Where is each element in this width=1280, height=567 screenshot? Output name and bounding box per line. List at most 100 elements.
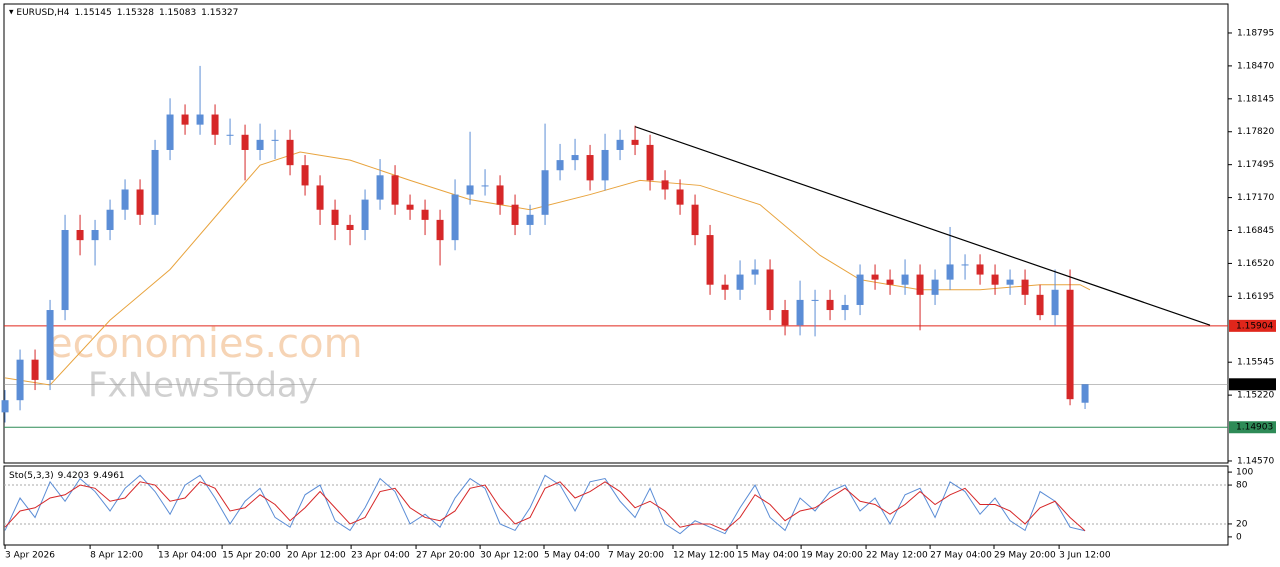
x-tick-label: 7 May 20:00: [608, 551, 664, 561]
candle-body: [496, 185, 504, 205]
x-tick-label: 13 Apr 04:00: [158, 551, 217, 561]
y-tick-label: 1.15220: [1237, 391, 1274, 401]
last-price-label: 1.15327: [1236, 380, 1273, 390]
candle-body: [181, 114, 189, 125]
y-tick-label: 1.18470: [1237, 61, 1274, 71]
header-value: EURUSD,H4: [16, 8, 69, 18]
candle-body: [601, 149, 609, 181]
candle-body: [301, 165, 309, 186]
candle-body: [736, 274, 744, 290]
candle-body: [631, 139, 639, 145]
candle-body: [331, 209, 339, 225]
x-tick-label: 22 May 12:00: [866, 551, 928, 561]
candle-body: [271, 139, 279, 141]
x-tick-label: 3 Jun 12:00: [1059, 551, 1111, 561]
candle-body: [781, 310, 789, 326]
candle-body: [61, 230, 69, 311]
stoch-header-value: 9.4203: [58, 471, 90, 481]
x-tick-label: 15 May 04:00: [737, 551, 799, 561]
stoch-header: Sto(5,3,3) 9.4203 9.4961: [9, 471, 125, 481]
candle-body: [916, 274, 924, 295]
candle-body: [586, 155, 594, 181]
trendline: [634, 126, 1211, 326]
candle-body: [46, 310, 54, 380]
x-tick-label: 19 May 20:00: [801, 551, 863, 561]
candle-body: [646, 144, 654, 181]
candle-body: [436, 219, 444, 241]
stoch-header-value: Sto(5,3,3): [9, 471, 54, 481]
level-label: 1.15904: [1236, 321, 1273, 331]
y-tick-label: 1.16195: [1237, 292, 1274, 302]
candle-body: [406, 204, 414, 210]
candle-body: [361, 199, 369, 231]
stoch-line: [4, 481, 1086, 532]
candle-body: [91, 230, 99, 241]
candle-body: [691, 204, 699, 236]
candle-body: [391, 175, 399, 205]
candle-body: [1081, 384, 1089, 403]
candle-body: [841, 304, 849, 311]
x-tick-label: 27 Apr 20:00: [416, 551, 475, 561]
y-tick-label: 1.14570: [1237, 456, 1274, 466]
y-tick-label: 1.17170: [1237, 193, 1274, 203]
candle-body: [676, 189, 684, 205]
y-tick-label: 1.18795: [1237, 28, 1274, 38]
x-tick-label: 8 Apr 12:00: [90, 551, 143, 561]
candle-body: [1036, 294, 1044, 316]
candle-body: [1021, 279, 1029, 295]
candle-body: [421, 209, 429, 220]
candle-body: [616, 139, 624, 150]
watermark: FxNewsToday: [88, 366, 318, 406]
candle-body: [346, 224, 354, 231]
candle-body: [571, 155, 579, 161]
header-value: 1.15083: [159, 8, 196, 18]
candle-body: [256, 139, 264, 150]
level-label: 1.14903: [1236, 423, 1273, 433]
x-tick-label: 15 Apr 20:00: [222, 551, 281, 561]
candle-body: [1066, 289, 1074, 400]
header-value: 1.15327: [201, 8, 238, 18]
candle-body: [31, 359, 39, 380]
y-tick-label: 1.15545: [1237, 358, 1274, 368]
candle-body: [106, 209, 114, 231]
x-tick-label: 30 Apr 12:00: [480, 551, 539, 561]
x-tick-label: 27 May 04:00: [930, 551, 992, 561]
candle-body: [211, 114, 219, 135]
sub-panel: [3, 465, 1229, 546]
header-value: 1.15328: [117, 8, 154, 18]
x-tick-label: 12 May 12:00: [673, 551, 735, 561]
x-tick-label: 20 Apr 12:00: [287, 551, 346, 561]
candle-body: [856, 274, 864, 305]
candle-body: [196, 114, 204, 125]
level-label-box: [1229, 319, 1276, 332]
y-tick-label: 1.18145: [1237, 94, 1274, 104]
y-tick-label: 20: [1236, 519, 1248, 529]
candle-body: [1006, 279, 1014, 285]
candle-body: [886, 279, 894, 285]
candle-body: [706, 235, 714, 285]
candle-body: [151, 149, 159, 215]
x-tick-label: 5 May 04:00: [544, 551, 600, 561]
x-tick-label: 23 Apr 04:00: [351, 551, 410, 561]
candle-body: [166, 114, 174, 150]
candle-body: [376, 175, 384, 200]
candle-body: [871, 274, 879, 280]
candle-body: [931, 279, 939, 295]
candle-body: [961, 264, 969, 266]
candle-body: [76, 230, 84, 241]
candle-body: [1051, 289, 1059, 316]
candle-body: [946, 264, 954, 280]
watermark: economies.com: [48, 321, 363, 367]
candle-body: [796, 299, 804, 326]
candle-body: [811, 299, 819, 301]
header-value: 1.15145: [75, 8, 112, 18]
stoch-line: [4, 474, 1086, 535]
candle-body: [556, 160, 564, 171]
candle-body: [241, 134, 249, 150]
y-tick-label: 1.16845: [1237, 226, 1274, 236]
candle-body: [226, 134, 234, 136]
candle-body: [121, 189, 129, 210]
y-tick-label: 100: [1236, 468, 1253, 478]
